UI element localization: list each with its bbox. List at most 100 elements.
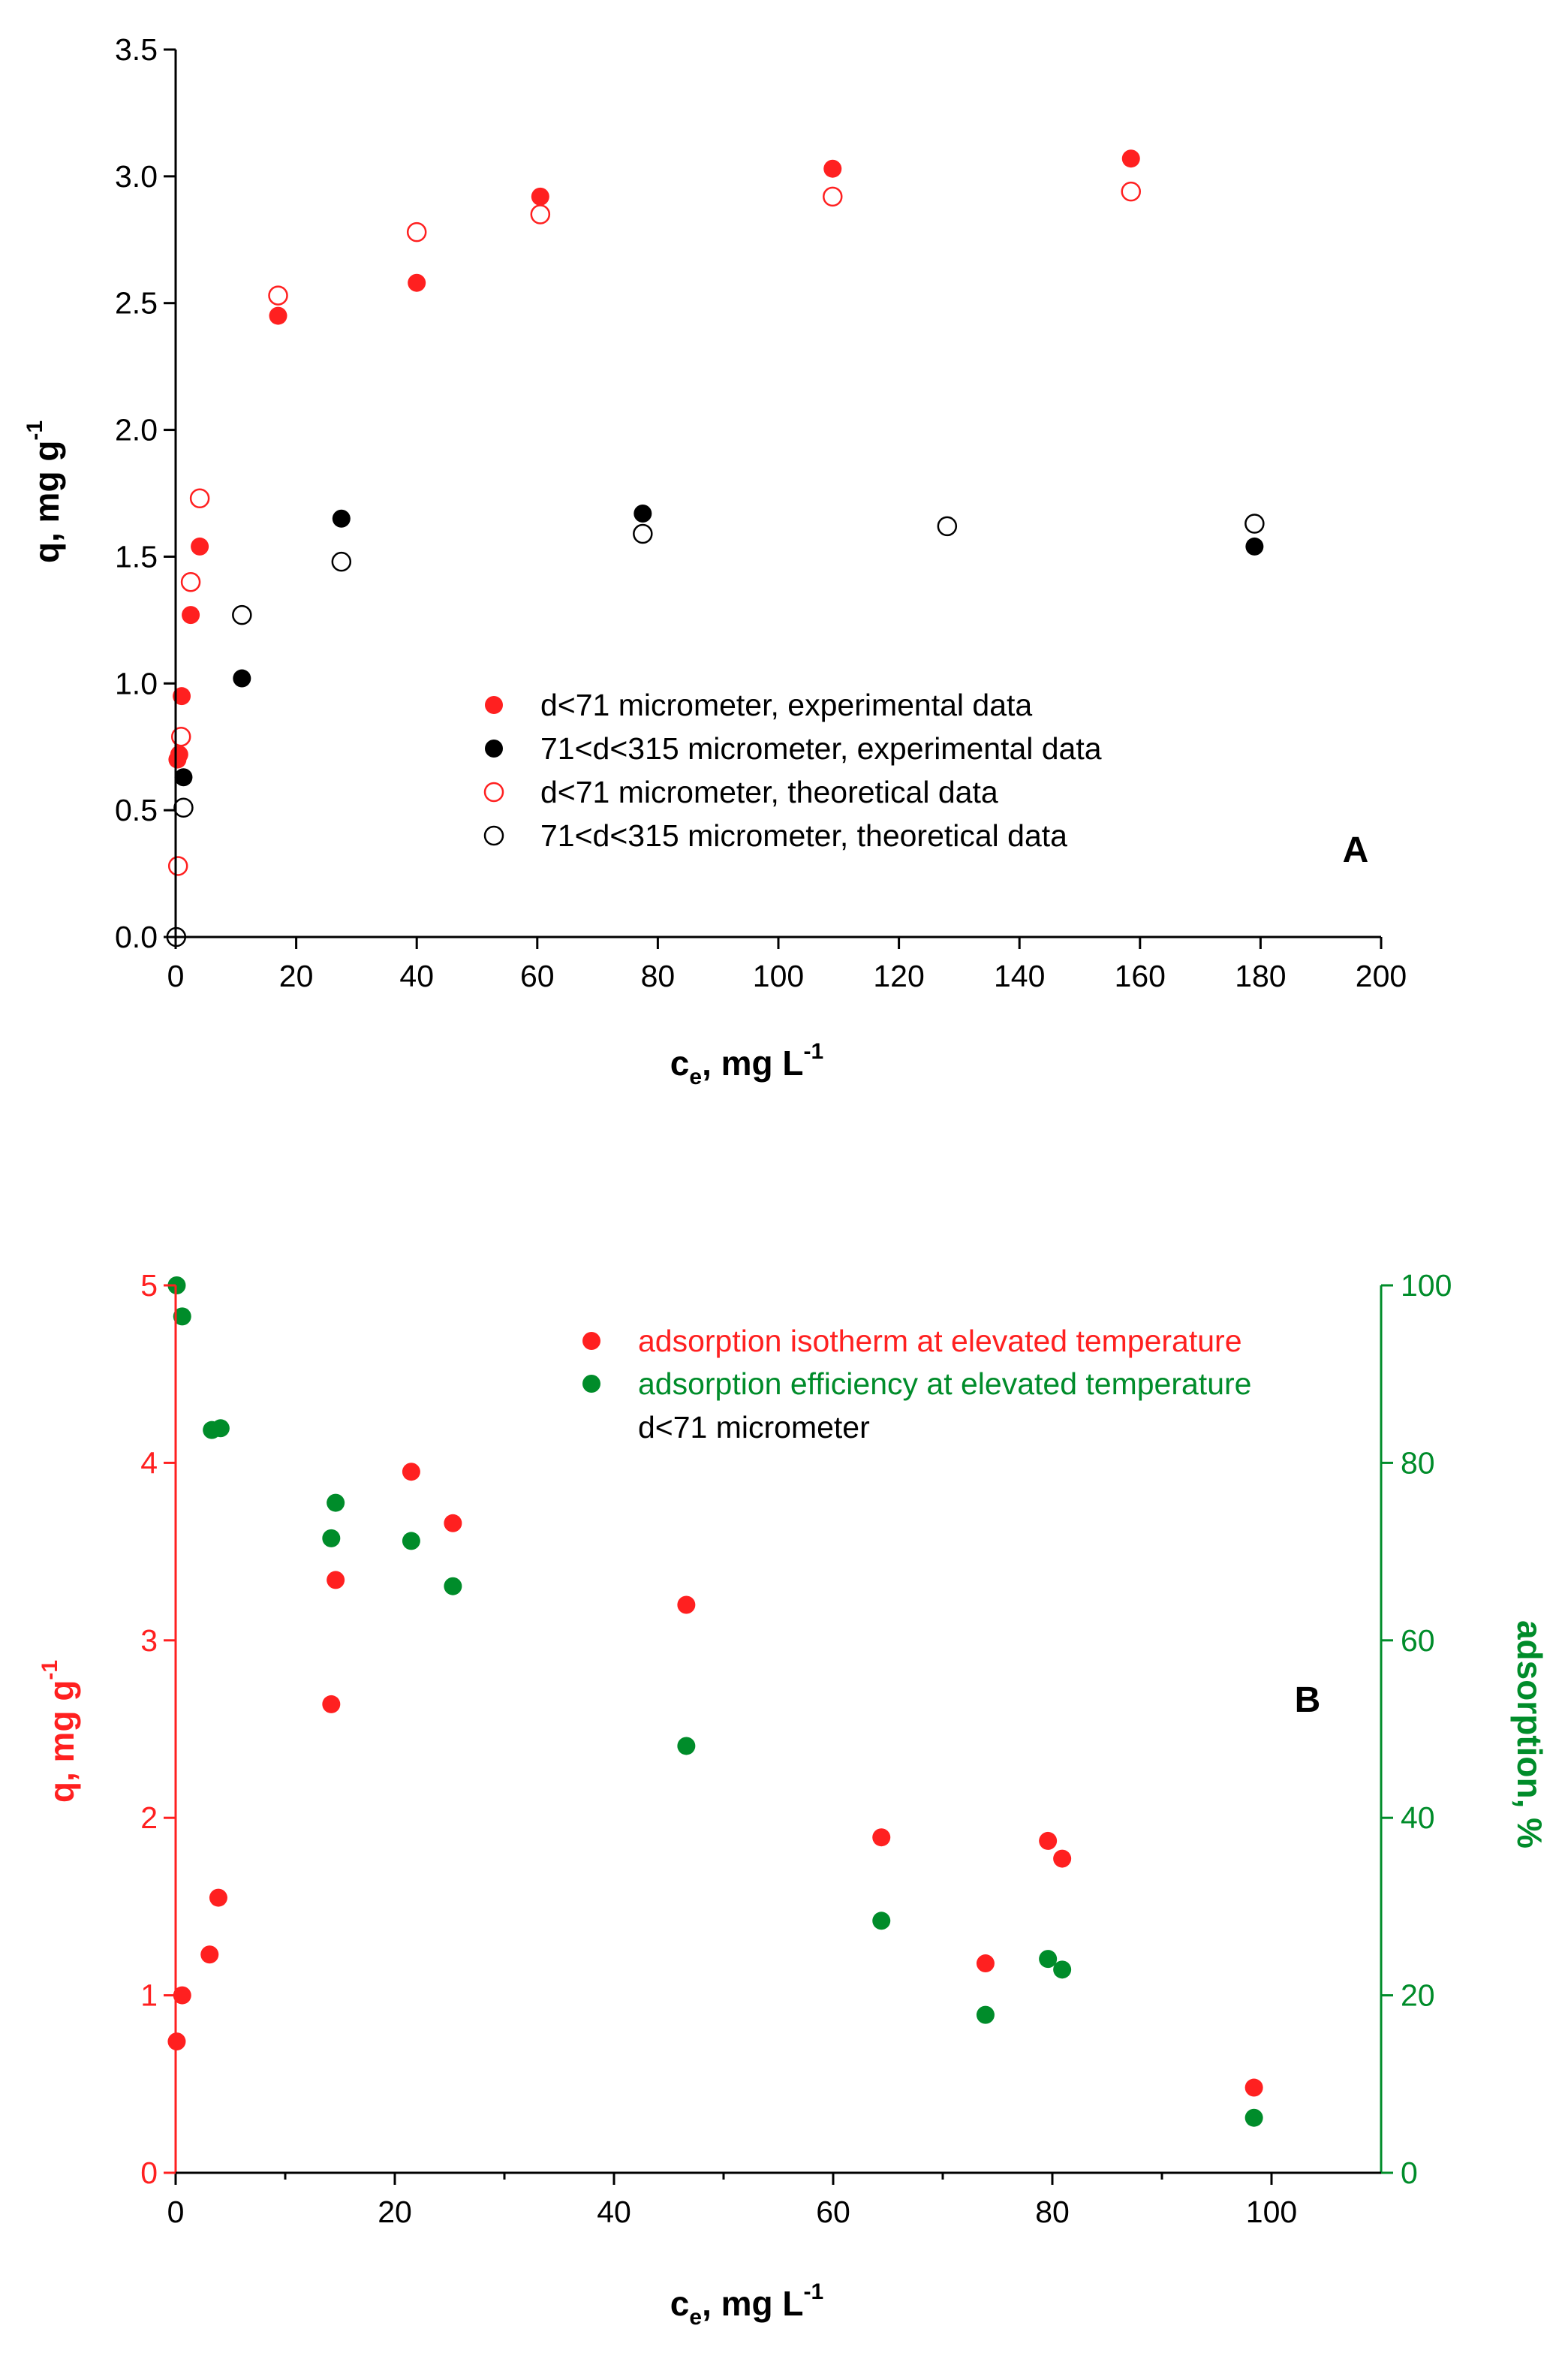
y-tick-label: 2 <box>140 1800 158 1835</box>
legend-marker-red-open <box>483 782 504 803</box>
legend-label: adsorption isotherm at elevated temperat… <box>638 1324 1242 1358</box>
data-point <box>1244 2078 1263 2097</box>
data-point <box>173 797 194 818</box>
data-point <box>406 221 427 243</box>
panel-a-y-axis-title: q, mg g-1 <box>23 420 66 563</box>
x-tick-label: 40 <box>399 959 434 993</box>
data-point <box>823 159 842 178</box>
y2-tick-label: 100 <box>1401 1268 1452 1303</box>
data-point <box>269 306 287 325</box>
y-tick-label: 0.5 <box>115 793 158 827</box>
x-tick-label: 60 <box>520 959 555 993</box>
legend-label: 71<d<315 micrometer, experimental data <box>540 731 1102 766</box>
x-tick-label: 20 <box>378 2195 412 2229</box>
data-point <box>1244 2108 1263 2127</box>
panel-b-x-ticks: 0 20 40 60 80 100 <box>167 2173 1297 2229</box>
data-point <box>633 523 653 544</box>
data-point <box>182 606 200 625</box>
y-tick-label: 2.0 <box>115 413 158 447</box>
data-point <box>211 1419 230 1438</box>
panel-a-chart: 0 20 40 60 80 100 120 140 160 180 200 0.0 0.5 1.0 1.5… <box>23 32 1407 1089</box>
data-point <box>232 604 252 625</box>
data-point <box>167 856 188 876</box>
data-point <box>402 1532 420 1550</box>
panel-b-left-y-axis-title: q, mg g-1 <box>38 1660 81 1803</box>
legend-marker-red-filled <box>582 1332 600 1350</box>
panel-b-x-axis-title: ce, mg L-1 <box>670 2279 823 2330</box>
data-point <box>444 1514 462 1532</box>
x-tick-label: 160 <box>1115 959 1166 993</box>
y-tick-label: 3.0 <box>115 159 158 194</box>
data-point <box>531 187 549 206</box>
data-point <box>180 571 201 592</box>
data-point <box>170 745 188 764</box>
data-point <box>331 551 352 572</box>
y-tick-label: 2.5 <box>115 286 158 321</box>
legend-label: d<71 micrometer, experimental data <box>540 688 1032 722</box>
x-tick-label: 80 <box>641 959 676 993</box>
data-point <box>1245 537 1264 556</box>
legend-marker-green-filled <box>582 1375 600 1393</box>
data-point <box>1039 1831 1058 1850</box>
data-point <box>322 1695 341 1713</box>
data-point <box>1121 181 1142 202</box>
y-tick-label: 3.5 <box>115 32 158 67</box>
y-tick-label: 4 <box>140 1445 158 1480</box>
data-point <box>322 1529 341 1547</box>
data-point <box>634 505 652 523</box>
y-tick-label: 1.0 <box>115 666 158 700</box>
legend-label: 71<d<315 micrometer, theoretical data <box>540 818 1067 853</box>
y2-tick-label: 40 <box>1401 1800 1435 1835</box>
data-point <box>327 1571 345 1589</box>
panel-a-y-ticks: 0.0 0.5 1.0 1.5 2.0 2.5 3.0 3.5 <box>115 32 176 954</box>
y-tick-label: 0.0 <box>115 920 158 954</box>
data-point <box>173 1986 191 2005</box>
x-tick-label: 120 <box>873 959 924 993</box>
data-point <box>823 186 843 207</box>
panel-b-left-y-ticks: 0 1 2 3 4 5 <box>140 1268 176 2190</box>
x-tick-label: 20 <box>279 959 314 993</box>
legend-note: d<71 micrometer <box>638 1410 870 1445</box>
y-tick-label: 5 <box>140 1268 158 1303</box>
data-point <box>872 1828 891 1847</box>
data-point <box>976 1954 995 1973</box>
panel-a-letter: A <box>1343 830 1369 870</box>
data-point <box>444 1577 462 1595</box>
data-point <box>1053 1849 1072 1868</box>
x-tick-label: 140 <box>994 959 1045 993</box>
y2-tick-label: 80 <box>1401 1445 1435 1480</box>
data-point <box>191 537 209 556</box>
x-tick-label: 100 <box>753 959 804 993</box>
y-tick-label: 3 <box>140 1623 158 1658</box>
x-tick-label: 0 <box>167 959 185 993</box>
data-point <box>872 1912 891 1930</box>
data-point <box>530 204 551 224</box>
x-tick-label: 100 <box>1246 2195 1297 2229</box>
data-point <box>976 2005 995 2024</box>
panel-b-points <box>167 1276 1263 2127</box>
x-tick-label: 180 <box>1235 959 1286 993</box>
y-tick-label: 1 <box>140 1978 158 2013</box>
data-point <box>1121 149 1140 168</box>
y-tick-label: 1.5 <box>115 539 158 574</box>
x-tick-label: 60 <box>816 2195 850 2229</box>
x-tick-label: 200 <box>1356 959 1407 993</box>
panel-a-x-axis-title: ce, mg L-1 <box>670 1039 823 1089</box>
legend-label: adsorption efficiency at elevated temper… <box>638 1366 1251 1401</box>
data-point <box>1244 514 1265 534</box>
y-tick-label: 0 <box>140 2156 158 2190</box>
x-tick-label: 40 <box>597 2195 631 2229</box>
data-point <box>677 1737 696 1755</box>
data-point <box>327 1493 345 1512</box>
y2-tick-label: 0 <box>1401 2156 1418 2190</box>
data-point <box>189 488 210 509</box>
data-point <box>233 669 251 688</box>
panel-b-letter: B <box>1295 1680 1321 1720</box>
data-point <box>937 516 958 537</box>
y2-tick-label: 20 <box>1401 1978 1435 2013</box>
panel-a-x-ticks: 0 20 40 60 80 100 120 140 160 180 200 <box>167 937 1407 993</box>
legend-marker-red-filled <box>485 696 503 714</box>
data-point <box>1039 1950 1058 1969</box>
data-point <box>173 687 191 706</box>
